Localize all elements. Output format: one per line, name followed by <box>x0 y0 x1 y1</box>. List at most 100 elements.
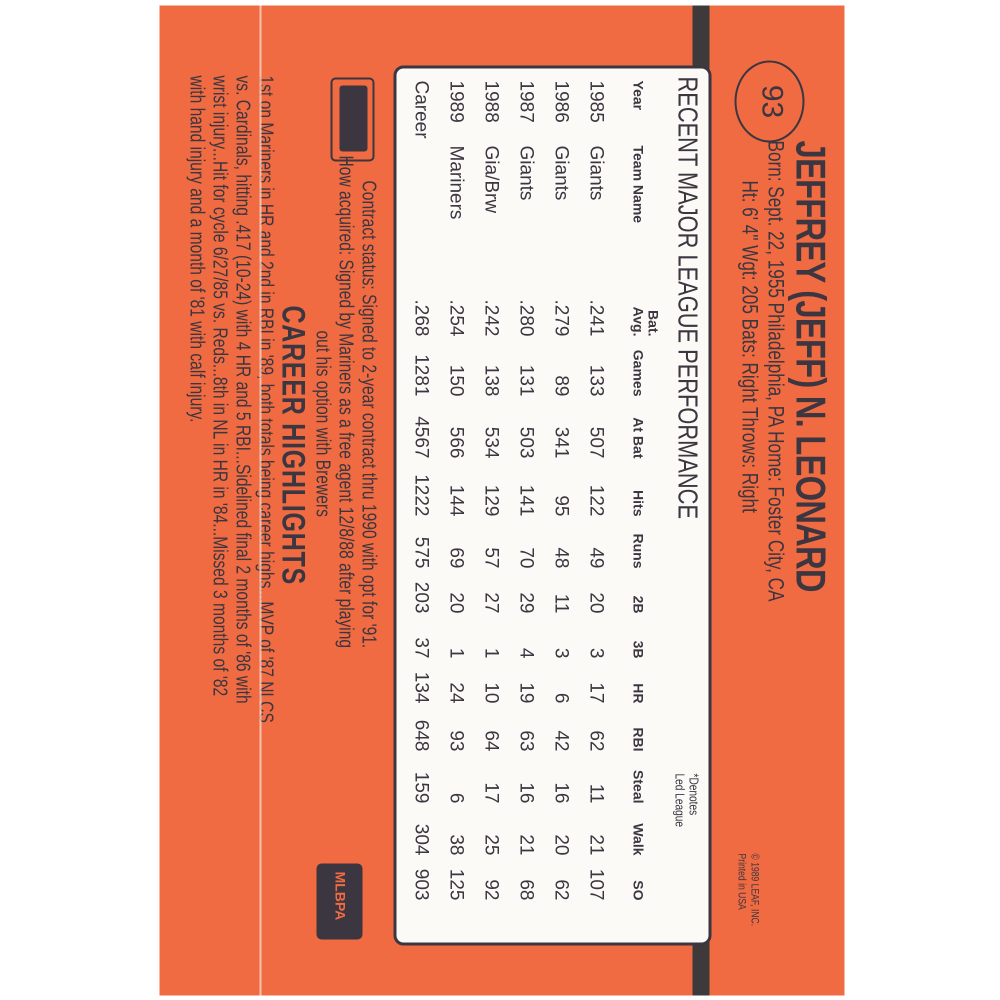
table-cell: 122 <box>586 484 607 517</box>
table-row: 1987 Giants .280 131 503 141 70 29 4 19 63 16 21 68 <box>509 81 544 907</box>
table-cell: 69 <box>446 547 467 569</box>
table-cell: 129 <box>481 484 502 517</box>
column-header: 3B <box>630 640 647 659</box>
table-cell: .241 <box>586 299 607 337</box>
led-league-note: *Denotes Led League <box>672 773 702 828</box>
table-cell: Gia/Brw <box>481 145 502 214</box>
table-cell: 138 <box>481 364 502 397</box>
table-row: 1986 Giants .279 89 341 95 48 11 3 6 42 16 20 62 <box>544 81 579 907</box>
table-cell: 503 <box>516 426 537 459</box>
column-header: Hits <box>630 490 647 517</box>
table-cell: 648 <box>411 719 432 752</box>
table-cell: 49 <box>586 547 607 569</box>
table-cell: 68 <box>516 879 537 901</box>
table-cell: 3 <box>586 647 607 659</box>
stats-table: RECENT MAJOR LEAGUE PERFORMANCE *Denotes… <box>393 65 712 946</box>
table-cell: 903 <box>411 868 432 901</box>
table-cell: 20 <box>586 592 607 614</box>
table-cell: 6 <box>551 692 572 704</box>
table-cell: 24 <box>446 682 467 704</box>
table-cell: 27 <box>481 592 502 614</box>
table-cell: 141 <box>516 484 537 517</box>
how-acquired-cont: out his option with Brewers <box>311 330 334 517</box>
table-cell: 89 <box>551 375 572 397</box>
table-cell: 11 <box>586 783 607 804</box>
table-cell: 17 <box>481 782 502 804</box>
highlight-line: vs. Cardinals, hitting .417 (10-24) with… <box>231 75 254 704</box>
table-row: 1989 Mariners .254 150 566 144 69 20 1 24 93 6 38 125 <box>439 81 474 907</box>
highlight-line: with hand injury and a month of '81 with… <box>185 75 208 423</box>
table-cell: 20 <box>551 834 572 856</box>
table-row: Career .268 1281 4567 1222 575 203 37 134 648 159 3… <box>404 81 439 907</box>
table-cell: 21 <box>516 834 537 856</box>
table-cell: 203 <box>411 581 432 614</box>
table-cell: 1987 <box>516 80 537 123</box>
table-cell: 3 <box>551 647 572 659</box>
table-cell: 42 <box>551 730 572 752</box>
table-cell: 20 <box>446 592 467 614</box>
table-cell: 29 <box>516 592 537 614</box>
table-cell: 1988 <box>481 80 502 123</box>
table-cell: 1989 <box>446 80 467 123</box>
table-row: 1988 Gia/Brw .242 138 534 129 57 27 1 10 64 17 25 92 <box>474 81 509 907</box>
table-cell: 19 <box>516 682 537 704</box>
table-cell: 70 <box>516 547 537 569</box>
stats-header-row: Year Team Name Bat. Avg. Games At Bat Hits Run… <box>630 80 662 907</box>
table-cell: .268 <box>411 299 432 337</box>
table-cell: 131 <box>516 364 537 397</box>
table-cell: 507 <box>586 426 607 459</box>
column-header: Year <box>630 80 647 111</box>
table-cell: 48 <box>551 547 572 569</box>
column-header: At Bat <box>630 417 647 459</box>
table-cell: 57 <box>481 547 502 569</box>
column-header: Bat. Avg. <box>630 306 662 337</box>
table-cell: 93 <box>446 730 467 752</box>
table-cell: 37 <box>411 637 432 659</box>
table-cell: 304 <box>411 823 432 856</box>
table-cell: 1986 <box>551 80 572 123</box>
column-header: Games <box>630 349 647 397</box>
physical-line: Ht: 6' 4" Wgt: 205 Bats: Right Throws: R… <box>737 180 763 513</box>
table-cell: 21 <box>586 834 607 856</box>
table-cell: Career <box>411 80 432 139</box>
stats-title: RECENT MAJOR LEAGUE PERFORMANCE <box>672 76 704 520</box>
table-cell: 11 <box>551 593 572 614</box>
table-cell: 10 <box>481 682 502 704</box>
mlbpa-logo: MLBPA <box>316 863 363 940</box>
table-cell: 1 <box>446 647 467 659</box>
card-number-baseball-icon: 93 <box>734 60 805 143</box>
table-cell: 1985 <box>586 80 607 123</box>
table-cell: 62 <box>551 879 572 901</box>
table-cell: 64 <box>481 730 502 752</box>
table-cell: 16 <box>516 782 537 804</box>
table-cell: .279 <box>551 299 572 337</box>
table-cell: .280 <box>516 299 537 337</box>
column-header: RBI <box>630 727 647 752</box>
table-cell: 134 <box>411 671 432 704</box>
table-cell: 62 <box>586 730 607 752</box>
player-name: JEFFREY (JEFF) N. LEONARD <box>787 140 835 592</box>
table-cell: 144 <box>446 484 467 517</box>
contract-status: Contract status: Signed to 2-year contra… <box>357 180 380 649</box>
how-acquired: How acquired: Signed by Mariners as a fr… <box>334 155 357 649</box>
column-header: Walk <box>630 823 647 856</box>
table-cell: 566 <box>446 426 467 459</box>
table-cell: 4567 <box>411 416 432 459</box>
table-cell: 107 <box>586 868 607 901</box>
table-cell: 159 <box>411 771 432 804</box>
table-cell: 125 <box>446 868 467 901</box>
table-cell: 63 <box>516 730 537 752</box>
table-cell: 534 <box>481 426 502 459</box>
table-cell: Giants <box>551 145 572 201</box>
career-highlights-title: CAREER HIGHLIGHTS <box>275 305 312 586</box>
table-cell: 575 <box>411 536 432 569</box>
column-header: 2B <box>630 595 647 614</box>
table-row: 1985 Giants .241 133 507 122 49 20 3 17 62 11 21 107 <box>579 81 614 907</box>
column-header: Team Name <box>630 145 647 224</box>
table-cell: 341 <box>551 426 572 459</box>
table-cell: 17 <box>586 682 607 704</box>
highlight-line: wrist injury...Hit for cycle 6/27/85 vs.… <box>208 75 231 697</box>
mlb-logo <box>330 77 375 162</box>
table-cell: Mariners <box>446 145 467 220</box>
table-cell: 38 <box>446 834 467 856</box>
